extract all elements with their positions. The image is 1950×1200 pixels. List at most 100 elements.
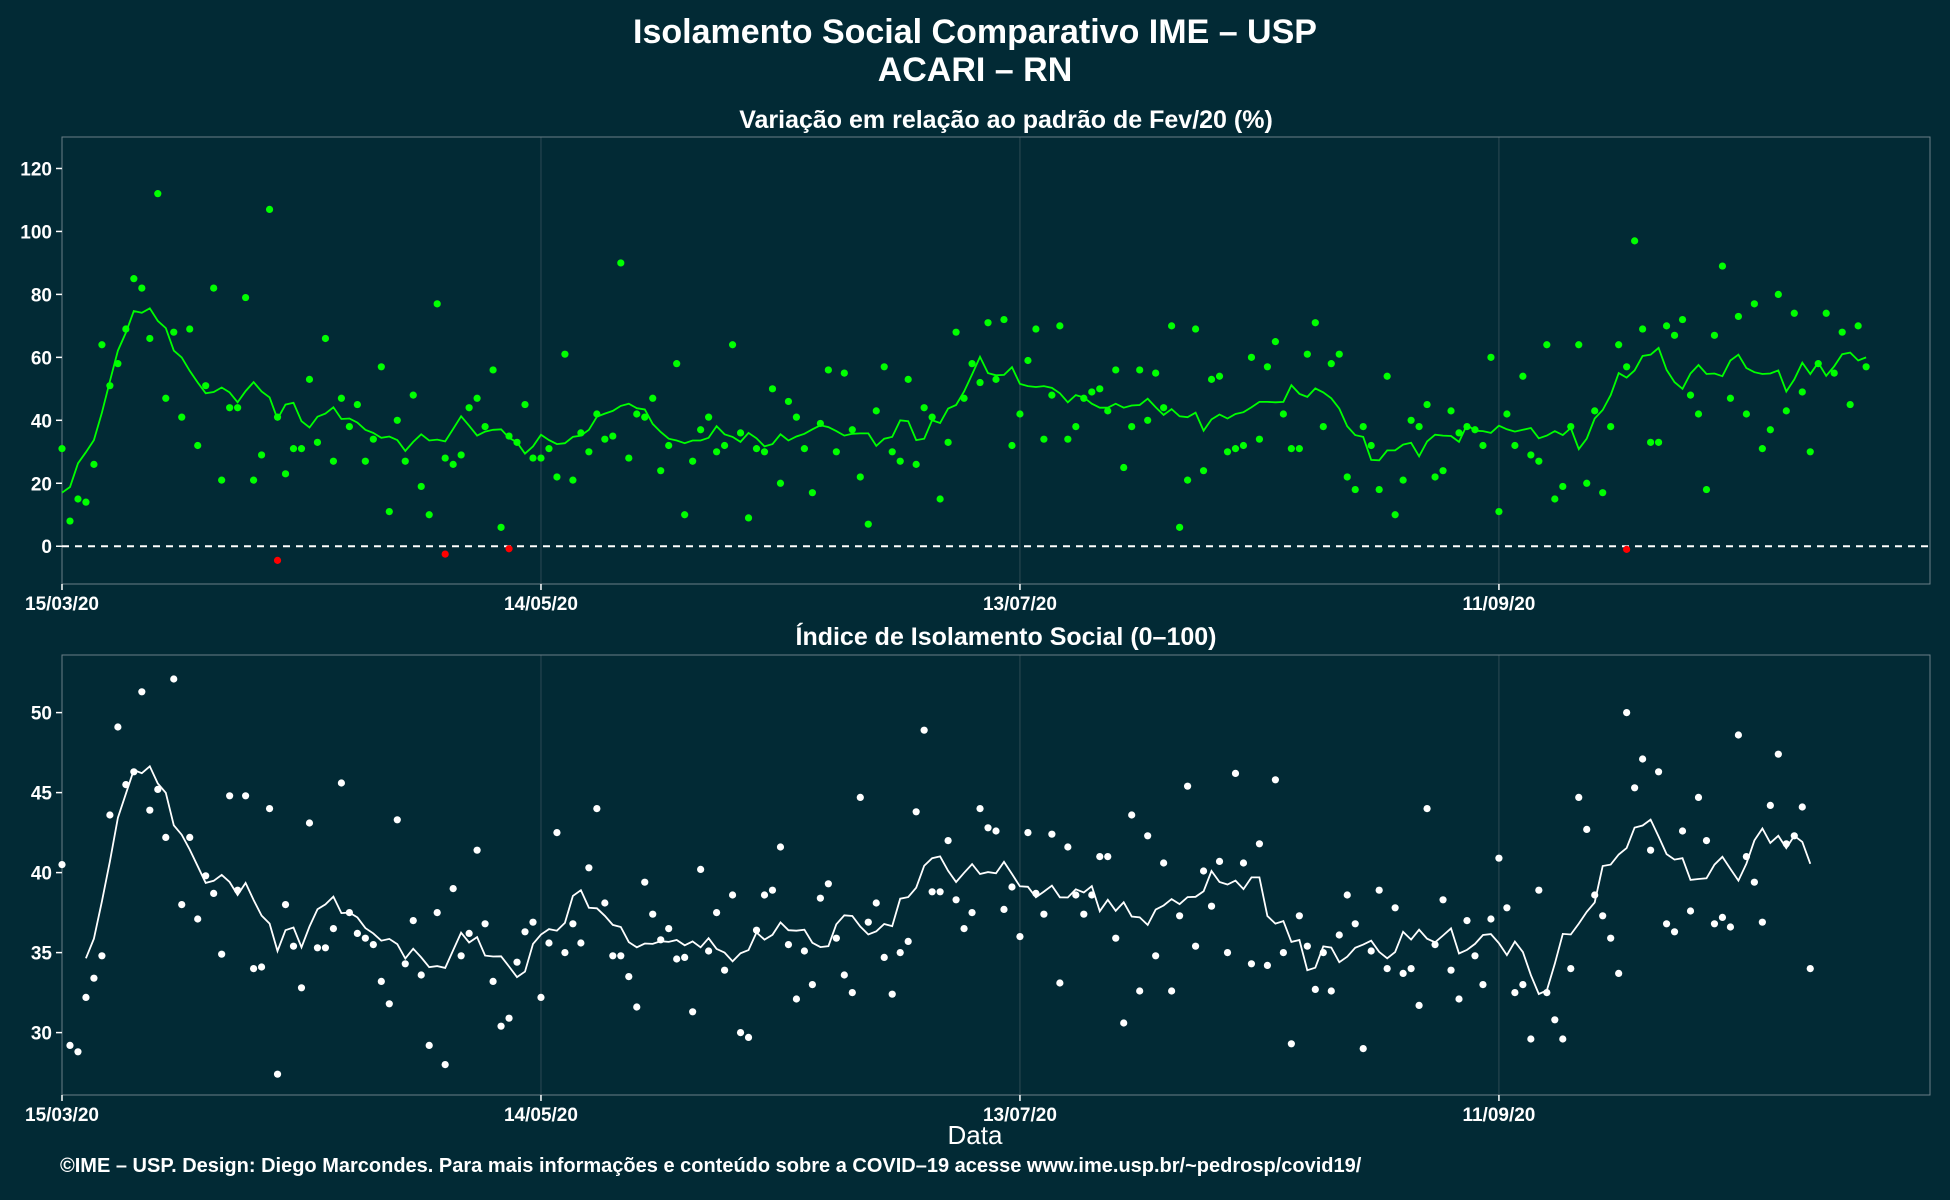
data-point bbox=[657, 467, 665, 475]
data-point bbox=[1359, 423, 1367, 431]
data-point bbox=[162, 833, 170, 842]
data-point bbox=[1008, 441, 1016, 450]
data-point bbox=[178, 413, 186, 421]
data-point bbox=[1335, 931, 1343, 939]
data-point bbox=[369, 435, 377, 443]
y-tick-label: 120 bbox=[20, 159, 52, 180]
data-point bbox=[904, 937, 912, 946]
data-point bbox=[1471, 952, 1479, 960]
data-point bbox=[130, 275, 138, 283]
data-point bbox=[1623, 709, 1631, 717]
data-point bbox=[1080, 910, 1088, 918]
negative-data-point bbox=[1623, 545, 1631, 553]
data-point bbox=[1463, 423, 1471, 431]
data-point bbox=[297, 445, 306, 453]
data-point bbox=[768, 886, 777, 894]
data-point bbox=[649, 394, 657, 402]
data-point bbox=[1199, 867, 1208, 875]
data-point bbox=[401, 960, 409, 968]
data-point bbox=[1734, 312, 1743, 321]
data-point bbox=[1726, 923, 1735, 931]
data-point bbox=[1511, 441, 1519, 450]
data-point bbox=[768, 385, 777, 393]
data-point bbox=[226, 404, 234, 412]
data-point bbox=[1862, 363, 1870, 371]
data-point bbox=[489, 977, 497, 986]
data-point bbox=[697, 865, 705, 874]
data-point bbox=[744, 1033, 753, 1041]
data-point bbox=[800, 947, 809, 955]
data-point bbox=[481, 920, 489, 928]
data-point bbox=[321, 944, 330, 952]
data-point bbox=[1543, 341, 1551, 349]
data-point bbox=[1088, 891, 1096, 899]
data-point bbox=[1758, 445, 1766, 453]
data-point bbox=[1375, 485, 1383, 494]
data-point bbox=[305, 819, 314, 827]
data-point bbox=[752, 926, 761, 934]
data-point bbox=[1742, 410, 1750, 418]
data-point bbox=[377, 977, 385, 986]
data-point bbox=[585, 864, 593, 872]
data-point bbox=[1567, 965, 1575, 973]
data-point bbox=[601, 435, 609, 443]
x-tick-label: 15/03/20 bbox=[25, 1105, 99, 1126]
data-point bbox=[1295, 912, 1303, 920]
data-point bbox=[409, 917, 417, 925]
data-point bbox=[1303, 350, 1311, 358]
data-point bbox=[1599, 489, 1607, 497]
data-point bbox=[345, 423, 353, 431]
data-point bbox=[313, 944, 322, 952]
data-point bbox=[1511, 989, 1519, 997]
data-point bbox=[1591, 407, 1599, 415]
data-point bbox=[1168, 322, 1176, 330]
data-point bbox=[1064, 843, 1072, 851]
data-point bbox=[936, 495, 944, 503]
data-point bbox=[497, 1022, 505, 1030]
data-point bbox=[681, 511, 689, 519]
data-point bbox=[337, 394, 346, 402]
data-point bbox=[1535, 457, 1543, 465]
data-point bbox=[944, 837, 952, 845]
data-point bbox=[242, 792, 250, 800]
data-point bbox=[1678, 315, 1687, 324]
data-point bbox=[369, 941, 377, 949]
data-point bbox=[1191, 942, 1200, 950]
data-point bbox=[1654, 438, 1663, 446]
y-tick-label: 40 bbox=[31, 864, 52, 885]
data-point bbox=[1758, 918, 1766, 926]
data-point bbox=[1391, 511, 1399, 519]
data-point bbox=[1383, 965, 1391, 973]
moving-average-line bbox=[85, 764, 1812, 996]
data-point bbox=[1702, 485, 1711, 494]
data-point bbox=[1247, 353, 1256, 361]
panel-border bbox=[61, 136, 1931, 585]
data-point bbox=[1144, 416, 1152, 424]
data-point bbox=[66, 517, 74, 525]
data-point bbox=[561, 949, 569, 957]
data-point bbox=[1854, 322, 1862, 330]
data-point bbox=[784, 941, 793, 949]
data-point bbox=[1766, 801, 1774, 810]
data-point bbox=[1000, 315, 1008, 324]
data-point bbox=[1790, 832, 1798, 840]
data-point bbox=[98, 341, 106, 349]
data-point bbox=[297, 984, 306, 992]
data-point bbox=[1399, 476, 1407, 484]
data-point bbox=[1080, 394, 1088, 402]
data-point bbox=[1694, 793, 1703, 802]
data-point bbox=[705, 413, 713, 421]
data-point bbox=[1120, 1019, 1128, 1027]
data-point bbox=[257, 451, 266, 459]
data-point bbox=[441, 454, 449, 462]
data-point bbox=[1599, 912, 1607, 920]
data-point bbox=[665, 925, 673, 933]
data-point bbox=[289, 445, 298, 453]
data-point bbox=[1104, 853, 1112, 861]
data-point bbox=[1263, 363, 1272, 371]
x-tick-label: 13/07/20 bbox=[983, 594, 1057, 615]
data-point bbox=[976, 378, 984, 387]
data-point bbox=[1527, 1035, 1535, 1043]
data-point bbox=[1295, 445, 1303, 453]
data-point bbox=[968, 909, 976, 917]
